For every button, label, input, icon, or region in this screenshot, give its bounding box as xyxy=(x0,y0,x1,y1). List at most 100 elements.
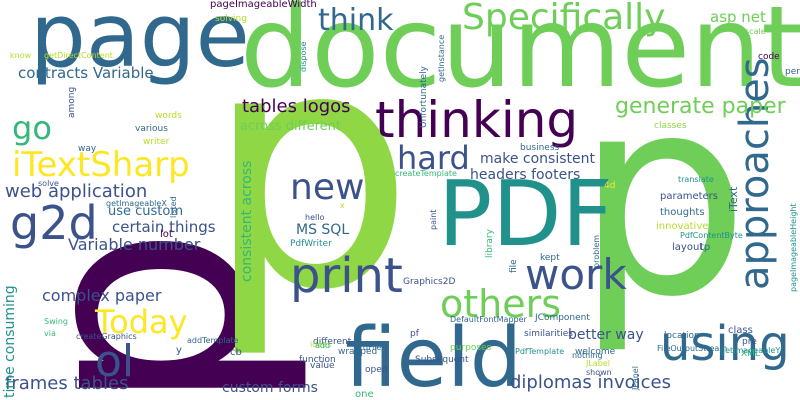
word-pdf: PDF xyxy=(438,162,614,267)
word-hello: hello xyxy=(305,213,325,222)
word-createtemplate: createTemplate xyxy=(395,169,457,178)
word-new: new xyxy=(290,167,365,208)
word-code: code xyxy=(758,52,780,62)
word-file: file xyxy=(509,259,519,273)
word-defaultfontmapper: DefaultFontMapper xyxy=(450,315,527,324)
word-scale: scale xyxy=(745,27,766,36)
word-contracts-variable: contracts Variable xyxy=(18,64,154,82)
word-innovative: innovative xyxy=(656,221,709,232)
word-translate: translate xyxy=(678,175,714,184)
word-field: field xyxy=(345,311,522,400)
word-swing: Swing xyxy=(44,317,68,326)
word-similarities: similarities xyxy=(524,329,573,339)
word-pf: pf xyxy=(410,329,419,339)
word-thinking: thinking xyxy=(375,91,579,149)
word-getimageabley: getImageableY xyxy=(720,346,781,355)
word-4d: 4d xyxy=(604,181,616,191)
word-go: go xyxy=(12,109,52,147)
word-getimageablex: getImageableX xyxy=(106,199,167,208)
word-pdftemplate: PdfTemplate xyxy=(515,347,565,356)
word-print: print xyxy=(290,248,403,304)
word-one: one xyxy=(355,389,374,400)
word-addtemplate: addTemplate xyxy=(187,336,239,345)
word-css: css xyxy=(160,346,231,397)
word-approaches: approaches xyxy=(732,57,778,290)
word-among: among xyxy=(67,86,77,118)
word-lot: lot xyxy=(160,229,173,240)
word-know: know xyxy=(10,51,32,60)
word-time-consuming: time consuming xyxy=(2,285,18,398)
word-complex-paper: complex paper xyxy=(42,286,162,305)
word-value: value xyxy=(310,361,335,371)
word-business: business xyxy=(520,143,560,153)
word-problem: problem xyxy=(592,234,601,268)
word-nothing: nothing xyxy=(572,351,603,360)
word-open: open xyxy=(365,365,388,375)
word-hard: hard xyxy=(397,139,470,177)
word-tp: tp xyxy=(700,242,711,253)
word-generate-paper: generate paper xyxy=(615,94,786,119)
word-p-right: p xyxy=(575,37,750,357)
word-writer: writer xyxy=(143,137,170,147)
word-fileoutputstream: FileOutputStream xyxy=(657,344,728,353)
word-custom-forms: custom forms xyxy=(222,380,318,396)
word-function: function xyxy=(299,355,336,365)
word-via: via xyxy=(44,329,56,338)
word-per: per xyxy=(785,67,800,77)
word-pre: pre xyxy=(742,337,757,347)
word-graphics2d: Graphics2D xyxy=(403,277,456,287)
word-ms-sql: MS SQL xyxy=(296,222,350,238)
word-creategraphics: createGraphics xyxy=(76,332,137,341)
word-diplomas-invoices: diplomas invoices xyxy=(510,372,671,393)
word-pdfcontentbyte: PdfContentByte xyxy=(680,231,743,240)
word-library: library xyxy=(485,229,495,258)
word-jpanel: JPanel xyxy=(631,366,640,390)
word-make-consistent: make consistent xyxy=(480,151,595,167)
word-add: add xyxy=(315,341,331,350)
word-tables-logos: tables logos xyxy=(242,96,351,117)
word-x: x xyxy=(340,201,345,210)
word-specifically: Specifically xyxy=(462,0,666,38)
word-using: using xyxy=(660,316,790,372)
word-wrapped: wrapped xyxy=(338,347,378,357)
word-parameters: parameters xyxy=(660,191,719,202)
word-listed: listed xyxy=(169,196,178,218)
word-use-custom: use custom xyxy=(108,204,184,219)
word-paint: paint xyxy=(429,209,438,230)
word-think: think xyxy=(318,3,394,38)
word-layout: layout xyxy=(672,242,704,253)
word-way: way xyxy=(78,144,97,154)
word-solve: solve xyxy=(38,179,59,188)
word-variable-number: Variable number xyxy=(68,235,201,254)
word-cb: cb xyxy=(230,347,242,358)
word-today: Today xyxy=(95,303,188,341)
word-class: class xyxy=(728,325,753,336)
word-welcome: welcome xyxy=(575,347,616,357)
word-g2d: g2d xyxy=(10,196,98,250)
word-shown: shown xyxy=(586,368,612,377)
word-across-different: across different xyxy=(240,119,342,134)
word-pageimageableheight: pageImageableHeight xyxy=(789,203,798,292)
word-itext: iText xyxy=(727,186,740,212)
word-y: y xyxy=(176,345,182,356)
word-page: page xyxy=(30,0,250,87)
word-different: different xyxy=(313,337,352,347)
word-pageimageablewidth: pageImageableWidth xyxy=(210,0,317,10)
word-ol: ol xyxy=(95,336,135,387)
word-thoughts: thoughts xyxy=(660,207,705,218)
word-work: work xyxy=(525,250,627,299)
word-dfile: dFile xyxy=(363,343,382,352)
word-asp-net: asp net xyxy=(710,8,766,26)
word-jlabel: JLabel xyxy=(586,359,610,368)
word-xml: XML xyxy=(741,349,760,359)
word-web-application: web application xyxy=(5,181,148,202)
word-purposes: purposes xyxy=(450,343,492,353)
word-certain-things: certain things xyxy=(112,218,216,236)
word-dispose: dispose xyxy=(299,41,308,72)
word-ideas: ideas xyxy=(310,340,332,349)
word-jcomponent: JComponent xyxy=(535,313,590,323)
word-kept: kept xyxy=(540,253,560,263)
word-various: various xyxy=(135,124,168,134)
word-others: others xyxy=(440,282,562,326)
